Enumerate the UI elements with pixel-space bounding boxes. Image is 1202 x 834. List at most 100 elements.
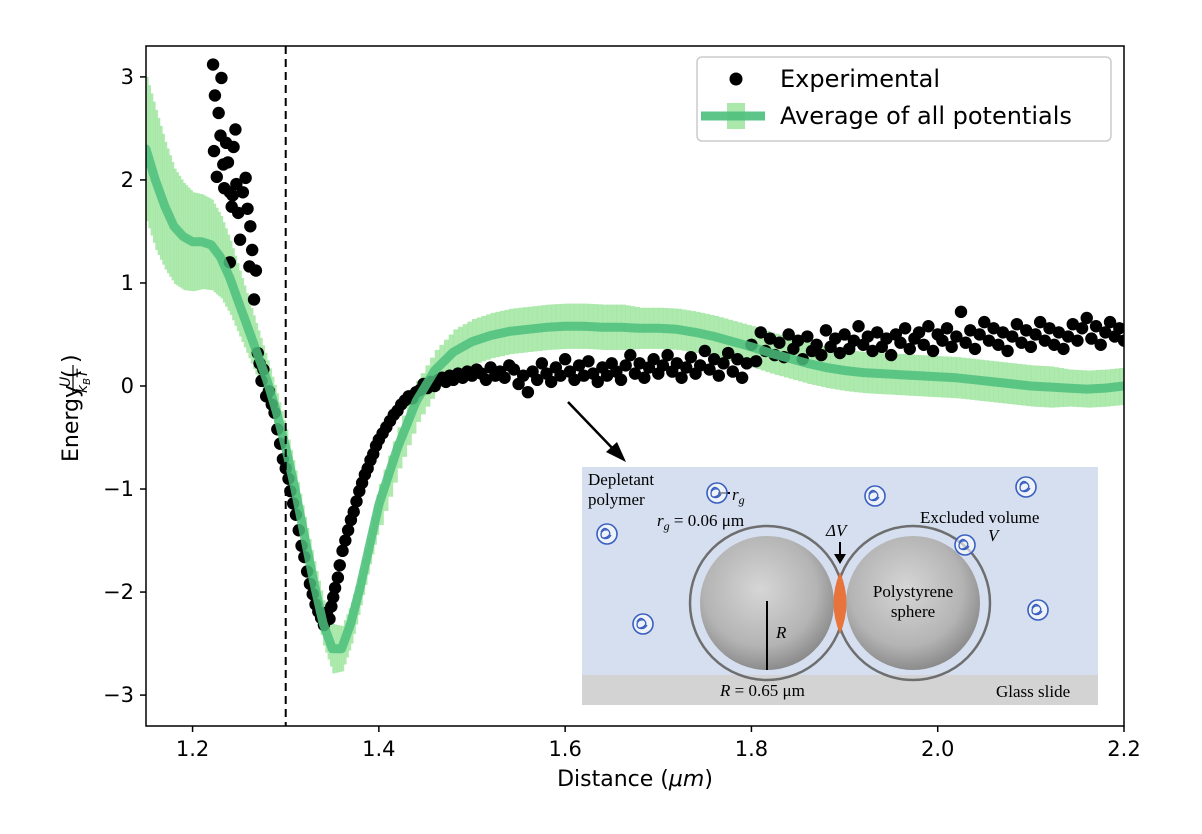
experimental-point: [336, 544, 349, 558]
experimental-point: [558, 353, 572, 366]
experimental-point: [232, 206, 245, 220]
experimental-point: [591, 375, 604, 389]
experimental-point: [1066, 317, 1079, 331]
experimental-point: [852, 320, 865, 333]
experimental-point: [675, 371, 688, 384]
experimental-point: [1038, 334, 1052, 347]
experimental-point: [1103, 315, 1117, 329]
experimental-point: [479, 373, 493, 387]
experimental-point: [964, 324, 977, 337]
experimental-point: [735, 371, 749, 384]
experimental-point: [987, 322, 1000, 335]
experimental-point: [229, 123, 242, 136]
y-axis-label-suffix: ): [59, 354, 84, 363]
experimental-point: [992, 338, 1005, 351]
experimental-point: [959, 336, 972, 349]
inset-label-polymer: polymer: [588, 490, 645, 509]
experimental-point: [568, 373, 581, 387]
experimental-point: [624, 348, 637, 362]
experimental-point: [712, 369, 726, 382]
experimental-point: [656, 359, 670, 372]
experimental-point: [973, 328, 986, 341]
delta-v-arrow-head: [834, 554, 846, 564]
experimental-point: [521, 385, 535, 399]
experimental-point: [212, 106, 225, 120]
experimental-point: [801, 330, 814, 343]
experimental-point: [215, 71, 228, 85]
experimental-point: [221, 156, 235, 169]
experimental-point: [582, 355, 595, 368]
polymer-coil-icon: [864, 485, 886, 507]
experimental-point: [968, 342, 982, 356]
experimental-point: [647, 353, 660, 366]
experimental-point: [498, 371, 511, 384]
experimental-point: [208, 89, 222, 102]
experimental-point: [1117, 334, 1124, 347]
y-axis-label-denominator: kBT: [75, 368, 93, 393]
polymer-coil-icon: [632, 613, 654, 635]
experimental-point: [1089, 320, 1103, 333]
experimental-point: [661, 348, 674, 362]
experimental-point: [249, 264, 263, 277]
experimental-point: [870, 326, 884, 339]
y-tick-label: 2: [121, 168, 134, 192]
experimental-point: [847, 334, 861, 347]
inset-label-excluded-volume: Excluded volume: [920, 508, 1039, 527]
experimental-point: [838, 328, 851, 341]
experimental-point: [1099, 326, 1112, 339]
experimental-point: [247, 293, 261, 306]
experimental-point: [740, 357, 753, 370]
experimental-point: [535, 357, 549, 370]
experimental-point: [633, 357, 646, 370]
experimental-point: [782, 328, 795, 341]
experimental-point: [572, 359, 586, 372]
average-line: [146, 144, 1124, 654]
experimental-point: [950, 330, 963, 343]
x-tick-label: 1.4: [362, 737, 395, 761]
inset-label-delta-v: ΔV: [825, 521, 849, 540]
experimental-point: [614, 373, 628, 387]
experimental-point: [1057, 342, 1070, 356]
experimental-point: [996, 326, 1010, 339]
polymer-coil-icon: [1015, 476, 1037, 498]
experimental-point: [210, 170, 223, 184]
experimental-point: [1029, 328, 1042, 341]
y-tick-label: −2: [103, 580, 134, 604]
experimental-point: [1094, 338, 1107, 351]
experimental-point: [894, 336, 907, 349]
inset-label-rg-value: rg = 0.06 μm: [657, 511, 744, 533]
inset-label-v: V: [988, 526, 1001, 545]
experimental-point: [517, 369, 530, 382]
y-tick-label: 3: [121, 65, 134, 89]
experimental-point: [341, 524, 355, 537]
experimental-point: [207, 144, 221, 158]
legend-label-experimental: Experimental: [780, 65, 940, 93]
depletant-polymers: [596, 476, 1049, 635]
experimental-point: [866, 344, 879, 358]
experimental-point: [241, 202, 254, 215]
experimental-point: [1071, 334, 1084, 347]
experimental-point: [922, 320, 935, 333]
experimental-point: [325, 600, 338, 613]
experimental-point: [206, 58, 220, 71]
experimental-point: [600, 369, 614, 382]
polymer-coil-icon: [954, 534, 976, 556]
polymer-coil-icon: [1027, 599, 1049, 621]
x-tick-label: 2.2: [1107, 737, 1140, 761]
experimental-point: [670, 357, 684, 370]
experimental-point: [833, 346, 847, 360]
experimental-point: [763, 332, 777, 345]
experimental-point: [754, 326, 767, 339]
average-line-path: [146, 144, 1124, 654]
y-tick-label: 1: [121, 271, 134, 295]
experimental-point: [331, 571, 345, 584]
experimental-point: [945, 340, 958, 354]
experimental-point: [912, 326, 926, 339]
experimental-point: [1075, 322, 1089, 335]
glass-slide: [582, 675, 1098, 705]
inset-schematic: Depletant polymer rg = 0.06 μm rg ΔV Exc…: [567, 401, 1098, 705]
experimental-point: [1024, 340, 1038, 354]
inset-pointer-arrow-head: [606, 442, 626, 462]
experimental-point: [819, 324, 833, 337]
